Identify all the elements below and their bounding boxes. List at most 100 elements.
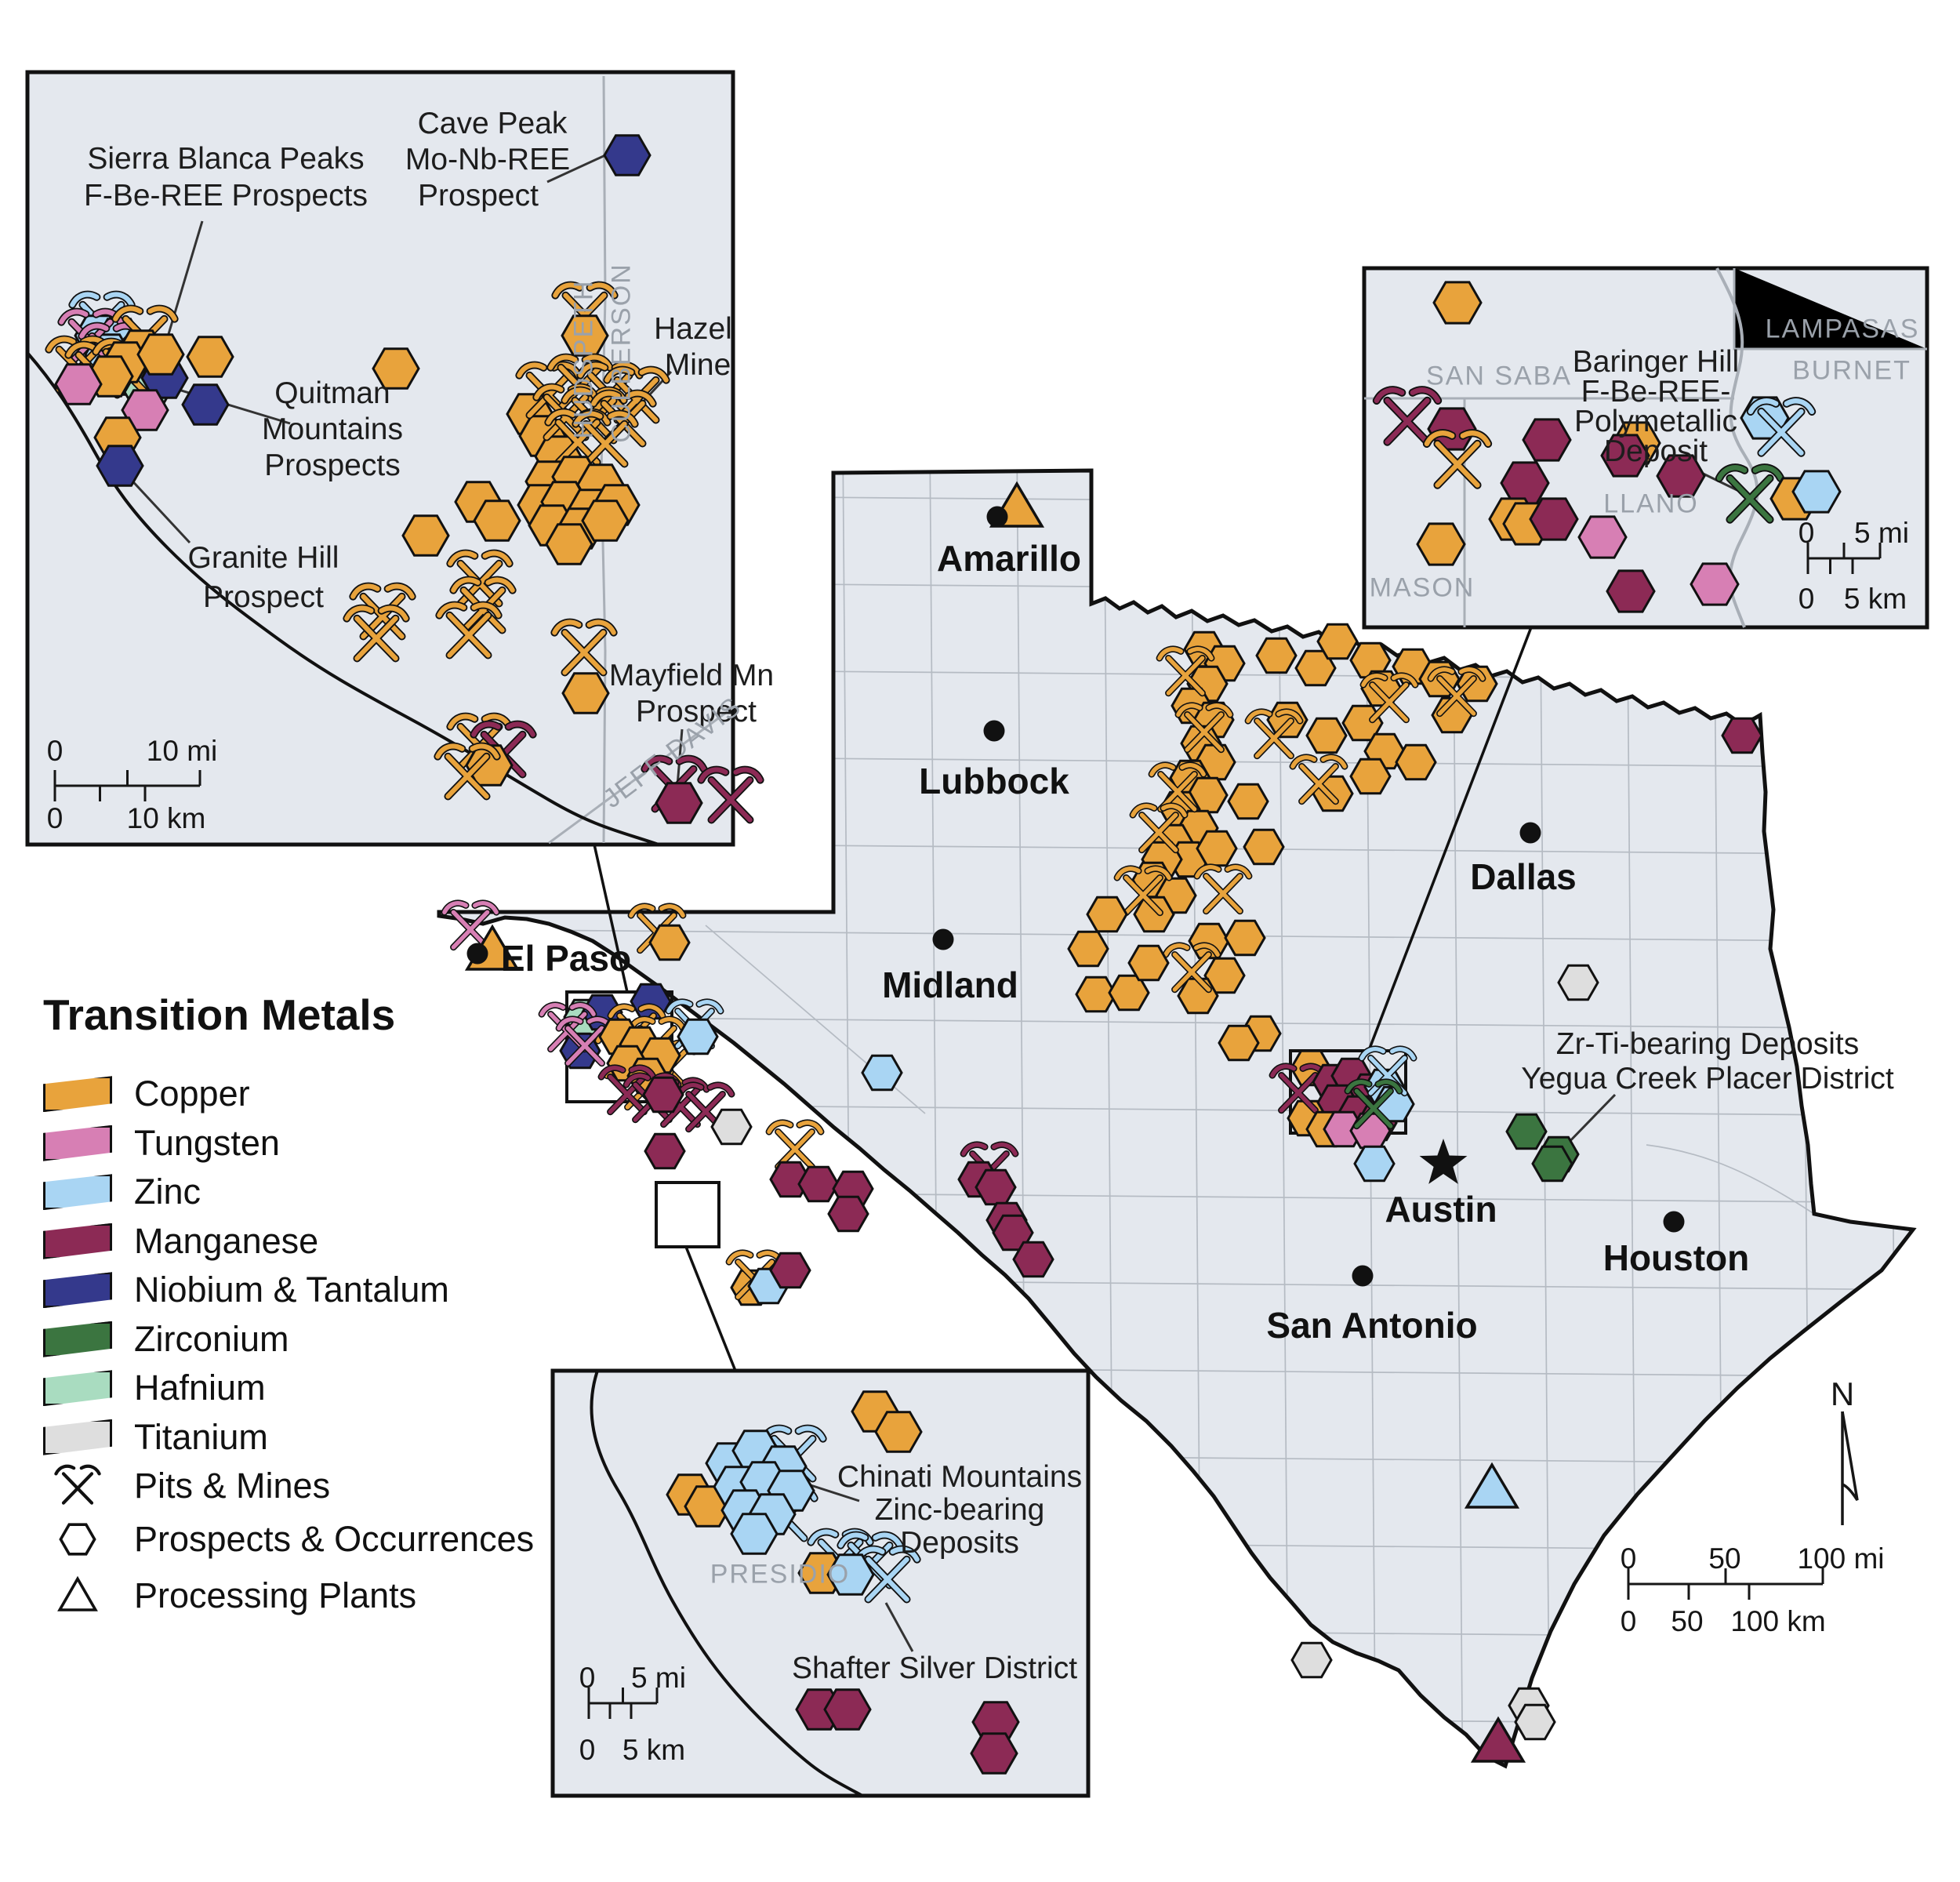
- county-label: SAN SABA: [1425, 361, 1573, 391]
- scale-bar: [1806, 543, 1882, 574]
- copper-pick-marker: [1193, 863, 1253, 915]
- manganese-swatch: [43, 1223, 112, 1259]
- legend-item-label: Zinc: [134, 1172, 201, 1212]
- legend-item-label: Niobium & Tantalum: [134, 1270, 449, 1310]
- copper-hex-marker: [1218, 1024, 1260, 1062]
- manganese-hex-marker: [1529, 497, 1579, 541]
- manganese-hex-marker: [823, 1688, 872, 1731]
- annotation-label: Prospect: [636, 695, 757, 728]
- legend-item-label: Processing Plants: [134, 1575, 417, 1615]
- zirconium-hex-marker: [1531, 1145, 1573, 1183]
- legend-item-zirconium: Zirconium: [43, 1315, 534, 1364]
- copper-hex-marker: [1255, 637, 1298, 674]
- copper-hex-marker: [473, 500, 521, 542]
- copper-hex-marker: [1349, 641, 1392, 679]
- scale-label: 5 km: [622, 1734, 686, 1766]
- manganese-hex-marker: [797, 1165, 840, 1203]
- legend-item-label: Tungsten: [134, 1122, 280, 1163]
- scale-label: 0: [1798, 583, 1815, 615]
- county-label: BURNET: [1792, 355, 1911, 386]
- copper-pick-marker: [343, 604, 410, 663]
- tungsten-pick-marker: [441, 899, 500, 951]
- county-label: CULBERSON: [606, 263, 637, 443]
- city-dot: [932, 928, 954, 950]
- manganese-hex-marker: [1012, 1241, 1054, 1278]
- annotation-label: Hazel: [654, 312, 732, 346]
- manganese-hex-marker: [642, 1076, 684, 1114]
- copper-hex-marker: [581, 500, 630, 542]
- legend-item-label: Pits & Mines: [134, 1466, 331, 1506]
- copper-pick-marker: [1422, 429, 1493, 489]
- zinc-hex-marker: [1791, 470, 1842, 514]
- copper-hex-marker: [1243, 828, 1285, 866]
- copper-hex-marker: [1305, 717, 1348, 754]
- annotation-label: Shafter Silver District: [791, 1651, 1078, 1685]
- pits-mines-icon: [54, 1464, 101, 1505]
- city-dot: [983, 720, 1005, 742]
- scale-label: 0: [1620, 1542, 1637, 1575]
- scale-label: 100 mi: [1797, 1542, 1885, 1575]
- annotation-label: Mo-Nb-REE: [405, 143, 571, 176]
- zinc-hex-marker: [1353, 1145, 1396, 1183]
- annotation-label: Prospect: [203, 580, 324, 614]
- manganese-hex-marker: [1600, 434, 1650, 478]
- hafnium-swatch: [43, 1370, 112, 1407]
- annotation-label: Mine: [664, 348, 731, 382]
- county-label: PRESIDIO: [710, 1559, 851, 1590]
- county-label: LAMPASAS: [1765, 314, 1920, 344]
- copper-hex-marker: [1196, 830, 1238, 867]
- zinc-hex-marker: [730, 1513, 779, 1555]
- annotation-label: Granite Hill: [187, 541, 339, 575]
- legend-item-copper: Copper: [43, 1070, 534, 1119]
- annotation-label: Prospects: [264, 449, 401, 482]
- manganese-pick-marker: [597, 1064, 657, 1116]
- copper-pick-marker: [1174, 702, 1234, 754]
- scale-bar: [53, 770, 201, 801]
- copper-hex-marker: [401, 514, 450, 557]
- scale-label: 50: [1708, 1542, 1741, 1575]
- copper-hex-marker: [1316, 623, 1359, 660]
- manganese-hex-marker: [827, 1195, 869, 1233]
- city-label: Houston: [1602, 1237, 1750, 1278]
- manganese-hex-marker: [1656, 454, 1706, 498]
- city-label: Midland: [882, 965, 1018, 1005]
- titanium-hex-marker: [710, 1108, 753, 1146]
- legend-item-niobium-tantalum: Niobium & Tantalum: [43, 1266, 534, 1315]
- scale-label: 0: [579, 1734, 596, 1766]
- legend-item-pits-mines: Pits & Mines: [43, 1462, 534, 1511]
- annotation-label: Polymetallic: [1573, 405, 1738, 438]
- legend-items: Copper Tungsten Zinc Manganese Niobium & Tan…: [43, 1070, 534, 1624]
- zinc-swatch: [43, 1174, 112, 1211]
- legend-item-zinc: Zinc: [43, 1168, 534, 1217]
- annotation-label: F-Be-REE Prospects: [84, 179, 368, 213]
- scale-label: 50: [1671, 1605, 1704, 1637]
- copper-pick-marker: [1129, 802, 1189, 854]
- niobium-hex-marker: [181, 383, 230, 426]
- annotation-label: Sierra Blanca Peaks: [87, 142, 365, 176]
- manganese-plant-triangle: [1470, 1716, 1526, 1763]
- legend-item-label: Prospects & Occurrences: [134, 1518, 535, 1559]
- city-label: Dallas: [1470, 856, 1577, 897]
- city-dot: [1663, 1211, 1685, 1233]
- county-label: MASON: [1369, 572, 1475, 603]
- zirconium-hex-marker: [1505, 1113, 1548, 1150]
- manganese-pick-marker: [697, 765, 764, 824]
- copper-hex-marker: [545, 523, 593, 565]
- copper-hex-marker: [1086, 896, 1128, 933]
- copper-hex-marker: [1432, 281, 1483, 325]
- zinc-plant-triangle: [1464, 1462, 1520, 1509]
- copper-hex-marker: [1224, 919, 1266, 957]
- processing-plants-icon: [57, 1575, 98, 1611]
- legend-item-label: Hafnium: [134, 1368, 266, 1408]
- county-label: LLANO: [1603, 489, 1699, 519]
- zirconium-pick-marker: [1344, 1078, 1403, 1130]
- manganese-pick-marker: [1372, 386, 1443, 446]
- zinc-hex-marker: [826, 1553, 875, 1596]
- manganese-hex-marker: [1522, 418, 1572, 462]
- copper-pick-marker: [765, 1119, 825, 1171]
- tungsten-hex-marker: [1577, 515, 1628, 559]
- legend-item-label: Zirconium: [134, 1318, 289, 1359]
- copper-pick-marker: [1156, 645, 1215, 697]
- copper-hex-marker: [186, 336, 234, 378]
